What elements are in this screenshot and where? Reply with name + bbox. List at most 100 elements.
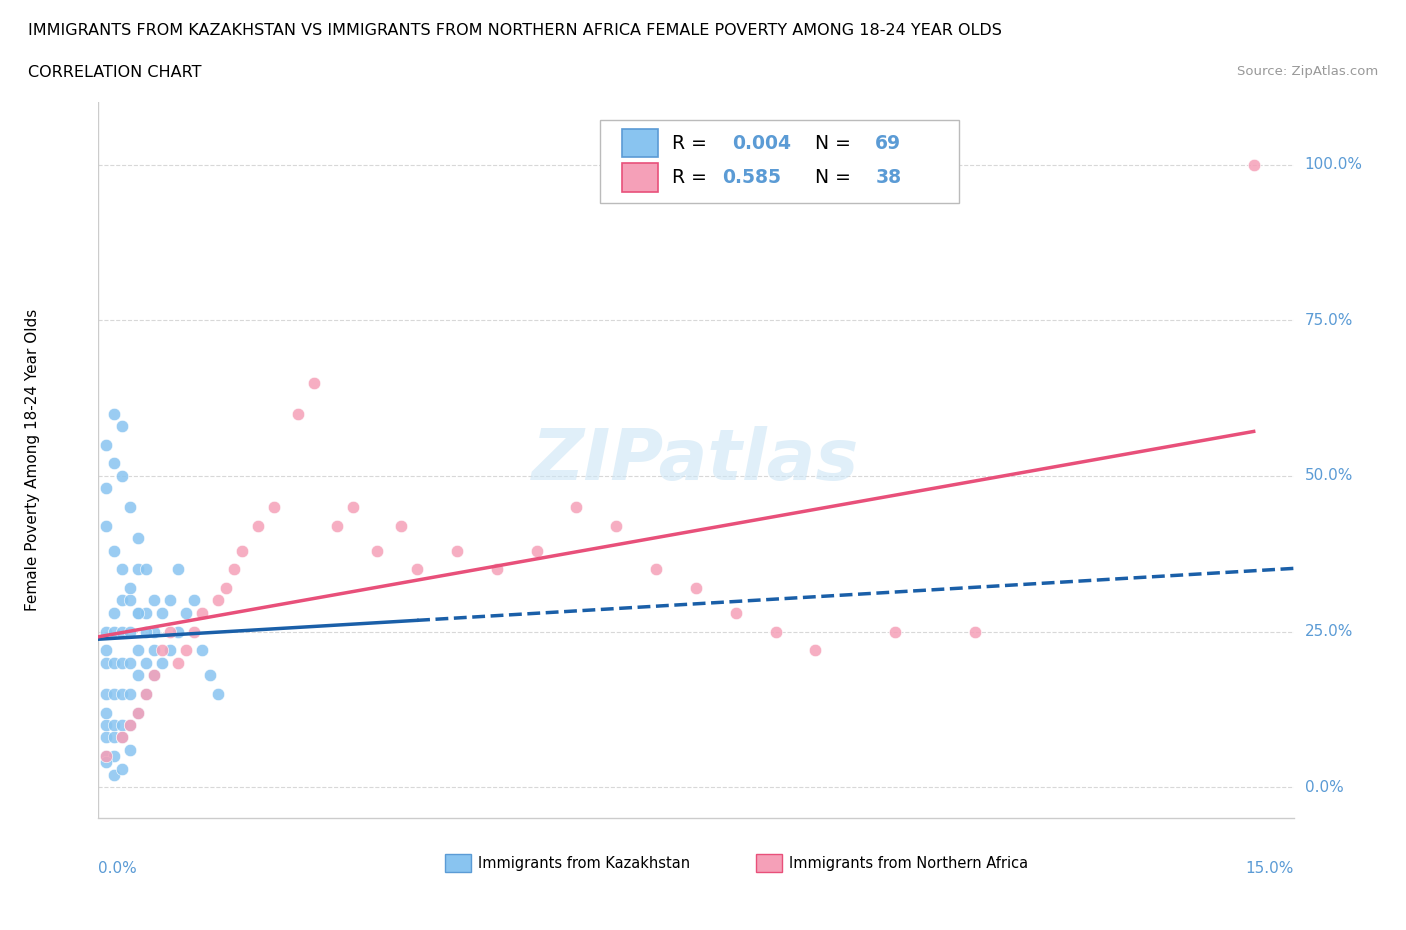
Text: Immigrants from Kazakhstan: Immigrants from Kazakhstan	[478, 856, 690, 870]
Point	[765, 624, 787, 639]
Point	[406, 562, 429, 577]
Point	[143, 593, 166, 608]
Point	[96, 686, 118, 701]
Bar	[446, 854, 471, 872]
Point	[103, 730, 125, 745]
Text: CORRELATION CHART: CORRELATION CHART	[28, 65, 201, 80]
Point	[191, 643, 214, 658]
Point	[96, 624, 118, 639]
Point	[366, 543, 388, 558]
Point	[103, 718, 125, 733]
Point	[135, 562, 157, 577]
Text: 25.0%: 25.0%	[1305, 624, 1353, 639]
Point	[103, 686, 125, 701]
Point	[103, 543, 125, 558]
Point	[127, 562, 149, 577]
Point	[111, 562, 134, 577]
Point	[565, 499, 588, 514]
Point	[96, 730, 118, 745]
Point	[103, 605, 125, 620]
Point	[111, 730, 134, 745]
Point	[120, 656, 142, 671]
Point	[485, 562, 508, 577]
Point	[127, 605, 149, 620]
Bar	[621, 128, 658, 157]
Point	[111, 718, 134, 733]
Text: 50.0%: 50.0%	[1305, 469, 1353, 484]
Point	[96, 749, 118, 764]
Text: N =: N =	[815, 134, 858, 153]
Point	[96, 437, 118, 452]
Point	[120, 686, 142, 701]
Point	[135, 605, 157, 620]
Point	[111, 418, 134, 433]
Text: IMMIGRANTS FROM KAZAKHSTAN VS IMMIGRANTS FROM NORTHERN AFRICA FEMALE POVERTY AMO: IMMIGRANTS FROM KAZAKHSTAN VS IMMIGRANTS…	[28, 23, 1002, 38]
Point	[96, 643, 118, 658]
Point	[143, 624, 166, 639]
Point	[103, 624, 125, 639]
Point	[127, 643, 149, 658]
Text: 0.0%: 0.0%	[1305, 779, 1343, 795]
Point	[135, 624, 157, 639]
Text: 0.004: 0.004	[733, 134, 790, 153]
Text: 15.0%: 15.0%	[1246, 861, 1294, 876]
Text: Female Poverty Among 18-24 Year Olds: Female Poverty Among 18-24 Year Olds	[25, 309, 41, 612]
Point	[174, 643, 197, 658]
Point	[103, 767, 125, 782]
Point	[222, 562, 245, 577]
Point	[326, 518, 349, 533]
Point	[150, 656, 173, 671]
Point	[246, 518, 269, 533]
Point	[263, 499, 285, 514]
Point	[159, 643, 181, 658]
Point	[120, 624, 142, 639]
Point	[96, 656, 118, 671]
Point	[804, 643, 827, 658]
Point	[127, 705, 149, 720]
Text: 69: 69	[876, 134, 901, 153]
Point	[111, 730, 134, 745]
Point	[724, 605, 747, 620]
Text: R =: R =	[672, 134, 713, 153]
Point	[103, 749, 125, 764]
Point	[120, 593, 142, 608]
Point	[207, 686, 229, 701]
Point	[963, 624, 986, 639]
Point	[1243, 157, 1265, 172]
FancyBboxPatch shape	[600, 120, 959, 203]
Point	[127, 605, 149, 620]
Point	[111, 686, 134, 701]
Text: ZIPatlas: ZIPatlas	[533, 426, 859, 495]
Point	[111, 656, 134, 671]
Point	[135, 656, 157, 671]
Point	[127, 668, 149, 683]
Point	[645, 562, 668, 577]
Point	[605, 518, 627, 533]
Text: 0.585: 0.585	[723, 168, 782, 187]
Point	[207, 593, 229, 608]
Point	[159, 593, 181, 608]
Point	[143, 668, 166, 683]
Point	[96, 481, 118, 496]
Point	[174, 605, 197, 620]
Point	[103, 656, 125, 671]
Text: N =: N =	[815, 168, 858, 187]
Point	[167, 624, 190, 639]
Text: Source: ZipAtlas.com: Source: ZipAtlas.com	[1237, 65, 1378, 78]
Point	[150, 643, 173, 658]
Point	[183, 593, 205, 608]
Point	[159, 624, 181, 639]
Point	[120, 580, 142, 595]
Point	[111, 761, 134, 776]
Bar	[756, 854, 782, 872]
Point	[96, 749, 118, 764]
Text: 38: 38	[876, 168, 901, 187]
Point	[302, 375, 325, 390]
Point	[215, 580, 238, 595]
Point	[96, 705, 118, 720]
Point	[103, 456, 125, 471]
Point	[127, 705, 149, 720]
Point	[342, 499, 364, 514]
Text: Immigrants from Northern Africa: Immigrants from Northern Africa	[789, 856, 1028, 870]
Point	[389, 518, 412, 533]
